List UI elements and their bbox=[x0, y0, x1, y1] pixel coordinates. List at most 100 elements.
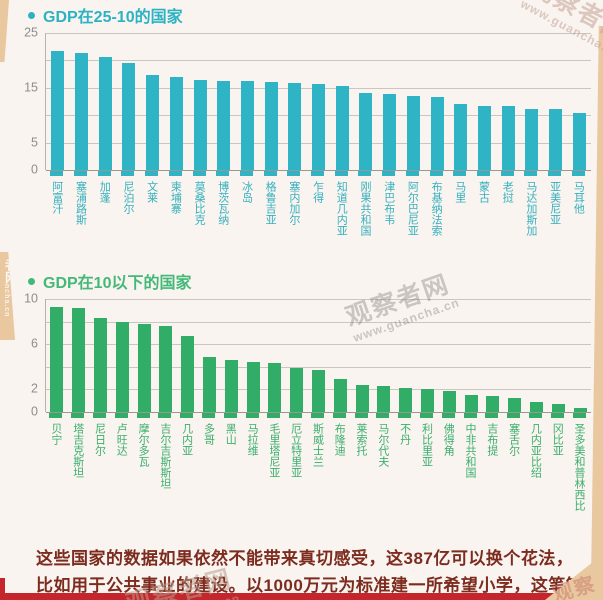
x-axis-tick bbox=[201, 413, 215, 418]
chart-title: GDP在25-10的国家 bbox=[43, 9, 183, 26]
x-axis-tick bbox=[485, 413, 499, 418]
x-axis-label: 马拉维 bbox=[246, 423, 259, 456]
y-axis-tick-label: 0 bbox=[31, 162, 38, 177]
x-axis-line bbox=[46, 412, 591, 413]
bar bbox=[430, 97, 444, 170]
x-axis-label: 文莱 bbox=[145, 181, 158, 203]
bar bbox=[181, 336, 195, 412]
bar bbox=[525, 108, 539, 170]
x-axis-label: 冈比亚 bbox=[551, 423, 564, 456]
bar bbox=[51, 51, 65, 170]
x-axis-ticks bbox=[45, 413, 590, 418]
x-axis-tick bbox=[358, 171, 372, 176]
y-axis-tick-label: 10 bbox=[24, 291, 38, 306]
x-axis-label: 塞舌尔 bbox=[507, 423, 520, 456]
x-axis-tick bbox=[92, 413, 106, 418]
x-axis-label: 尼日尔 bbox=[93, 423, 106, 456]
x-axis-tick bbox=[419, 413, 433, 418]
gridline bbox=[46, 299, 591, 300]
x-axis-label: 亚美尼亚 bbox=[548, 181, 561, 225]
bar bbox=[406, 96, 420, 170]
x-axis-label: 尼泊尔 bbox=[121, 181, 134, 214]
x-axis-label: 津巴布韦 bbox=[382, 181, 395, 225]
x-axis-tick bbox=[121, 171, 135, 176]
x-axis-tick bbox=[287, 171, 301, 176]
y-axis-tick-label: 5 bbox=[31, 134, 38, 149]
bar bbox=[240, 81, 254, 170]
x-axis-label: 吉尔吉斯斯坦 bbox=[158, 423, 171, 489]
plot-area bbox=[45, 33, 591, 171]
x-axis-label: 不丹 bbox=[398, 423, 411, 445]
bullet-icon bbox=[28, 11, 35, 19]
x-axis-tick bbox=[74, 171, 88, 176]
x-axis-label: 塞浦路斯 bbox=[74, 181, 87, 225]
x-axis-tick bbox=[239, 171, 253, 176]
x-axis-label: 几内亚比绍 bbox=[529, 423, 542, 478]
plot-area bbox=[45, 299, 591, 413]
bar bbox=[508, 398, 522, 412]
gridline bbox=[46, 321, 591, 323]
x-axis-label: 刚果共和国 bbox=[358, 181, 371, 236]
x-axis-tick bbox=[158, 413, 172, 418]
x-axis-tick bbox=[500, 171, 514, 176]
x-axis-tick bbox=[334, 171, 348, 176]
x-axis-label: 塔吉克斯坦 bbox=[71, 423, 84, 478]
x-axis-tick bbox=[50, 171, 64, 176]
y-axis-labels: 25 15 5 0 bbox=[16, 25, 42, 176]
chart-gdp-25-10: GDP在25-10的国家 25 15 5 0 阿富汗 塞浦路斯 加蓬 尼泊尔 文莱 柬埔寨 莫桑比… bbox=[24, 4, 594, 266]
bar bbox=[224, 360, 238, 412]
x-axis-tick bbox=[97, 171, 111, 176]
x-axis-tick bbox=[263, 171, 277, 176]
x-axis-label: 阿尔巴尼亚 bbox=[406, 181, 419, 236]
x-axis-ticks bbox=[45, 171, 590, 176]
bar bbox=[98, 57, 112, 170]
bar bbox=[464, 395, 478, 412]
x-axis-label: 格鲁吉亚 bbox=[264, 181, 277, 225]
x-axis-tick bbox=[429, 171, 443, 176]
x-axis-tick bbox=[376, 413, 390, 418]
bullet-icon bbox=[28, 277, 35, 285]
chart-title-row: GDP在10以下的国家 bbox=[28, 270, 594, 292]
x-axis-label: 马达加斯加 bbox=[524, 181, 537, 236]
x-axis-label: 马耳他 bbox=[572, 181, 585, 214]
bar bbox=[137, 323, 151, 412]
x-axis-tick bbox=[405, 171, 419, 176]
bar bbox=[268, 363, 282, 412]
bar bbox=[159, 326, 173, 412]
gridline bbox=[46, 366, 591, 368]
x-axis-label: 塞内加尔 bbox=[287, 181, 300, 225]
x-axis-label: 厄立特里亚 bbox=[289, 423, 302, 478]
bar bbox=[549, 109, 563, 170]
chart-title-row: GDP在25-10的国家 bbox=[28, 4, 594, 26]
x-axis-label: 摩尔多瓦 bbox=[137, 423, 150, 467]
x-axis-line bbox=[46, 170, 591, 171]
bar bbox=[529, 401, 543, 412]
bottom-red-bar bbox=[0, 593, 603, 600]
x-axis-tick bbox=[354, 413, 368, 418]
x-axis-tick bbox=[441, 413, 455, 418]
x-axis-tick bbox=[548, 171, 562, 176]
x-axis-tick bbox=[114, 413, 128, 418]
bars-container bbox=[46, 299, 591, 412]
y-axis-labels: 10 6 2 0 bbox=[16, 291, 42, 418]
y-axis-tick-label: 6 bbox=[31, 336, 38, 351]
x-axis-label: 贝宁 bbox=[49, 423, 62, 445]
x-axis-label: 加蓬 bbox=[98, 181, 111, 203]
x-axis-tick bbox=[453, 171, 467, 176]
bar bbox=[572, 113, 586, 170]
bar bbox=[335, 86, 349, 170]
bar bbox=[246, 362, 260, 412]
bar bbox=[359, 92, 373, 170]
bar bbox=[146, 74, 160, 170]
chart-title: GDP在10以下的国家 bbox=[43, 275, 192, 292]
bar bbox=[193, 79, 207, 170]
x-axis-tick bbox=[136, 413, 150, 418]
x-axis-tick bbox=[311, 171, 325, 176]
bar bbox=[486, 396, 500, 412]
bar bbox=[169, 77, 183, 170]
x-axis-label: 几内亚 bbox=[180, 423, 193, 456]
bar bbox=[312, 83, 326, 170]
x-axis-tick bbox=[310, 413, 324, 418]
x-axis-label: 博茨瓦纳 bbox=[216, 181, 229, 225]
x-axis-tick bbox=[477, 171, 490, 176]
